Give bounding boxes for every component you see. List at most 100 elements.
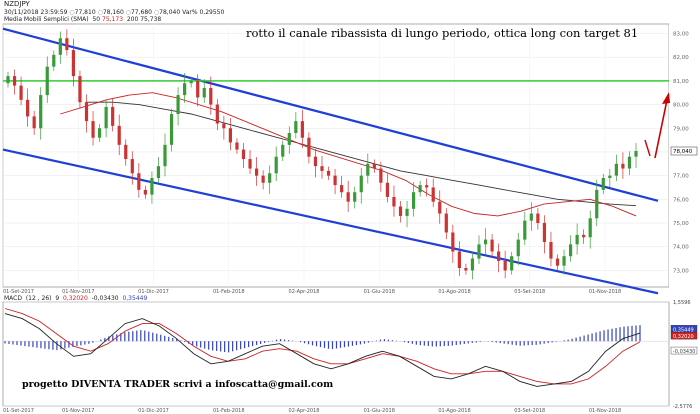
candle-body [84, 102, 89, 122]
candle-body [222, 123, 226, 129]
candle-body [58, 38, 62, 55]
header-var-label: Var% [182, 9, 198, 16]
date-tick-label: 02-Apr-2018 [289, 289, 320, 295]
candle-body [555, 258, 560, 266]
high-marker: ○ [97, 9, 103, 16]
candle-body [510, 256, 514, 271]
date-axis-macd: 01-Set-2017 01-Nov-2017 01-Dic-2017 01-Feb-… [3, 408, 621, 414]
last-price-marker: 78,040 [670, 146, 698, 156]
candle-body [111, 106, 115, 126]
arrow-shaft-up [654, 99, 668, 159]
header-open: 77,810 [74, 9, 96, 16]
macd-header-signal: -0,03430 [91, 295, 119, 302]
macd-tick-label: 0,32020 [673, 334, 694, 340]
candle-body [536, 213, 540, 224]
price-tick-label: 73,00 [673, 268, 689, 274]
date-tick-label: 01-Set-2017 [3, 289, 34, 295]
arrow-head-up [662, 92, 670, 104]
candle-body [235, 142, 239, 150]
macd-name: MACD [4, 295, 22, 302]
macd-params2: 9 [55, 295, 60, 302]
candle-body [418, 185, 422, 193]
candle-body [169, 114, 174, 145]
price-tick-label: 80,00 [673, 103, 689, 109]
candle-body [313, 156, 318, 167]
channel-lower-line [2, 148, 659, 295]
candle-body [549, 241, 553, 259]
candle-body [431, 187, 435, 202]
candle-body [228, 128, 233, 143]
candle-body [634, 150, 638, 157]
channel-upper-line [2, 27, 659, 202]
candle-body [45, 66, 49, 96]
macd-header-macd: 0,32020 [63, 295, 88, 302]
macd-lines [4, 308, 641, 387]
candle-body [444, 213, 448, 233]
candle-body [294, 121, 298, 133]
candle-body [359, 175, 363, 193]
ohlc-header: 30/11/2018 23:59:59 ○77,810 ○78,160 ○77,… [4, 9, 224, 16]
ma200-period: 200 [126, 16, 139, 23]
candle-body [451, 232, 455, 252]
chart-annotation: rotto il canale ribassista di lungo peri… [246, 26, 639, 40]
candle-body [464, 268, 468, 271]
candle-body [71, 50, 76, 77]
candle-body [281, 144, 285, 157]
macd-tick-label: -0,03430 [673, 349, 695, 355]
candle-body [52, 54, 56, 67]
price-tick-label: 74,00 [673, 245, 689, 251]
candle-body [39, 95, 43, 129]
candle-body [91, 121, 95, 138]
candle-body [150, 178, 154, 195]
candle-body [6, 76, 10, 84]
candlesticks [6, 29, 638, 280]
price-tick-label: 81,00 [673, 79, 689, 85]
candle-body [254, 168, 259, 176]
candle-body [438, 201, 442, 214]
date-tick-label: 01-Nov-2017 [62, 289, 94, 295]
macd-header-hist: 0,35449 [122, 295, 148, 302]
candle-body [529, 213, 533, 221]
candle-body [130, 159, 134, 174]
candle-body [398, 206, 403, 216]
macd-tick-label: 1,5596 [673, 300, 691, 306]
candle-body [523, 220, 527, 240]
candle-body [608, 175, 612, 179]
candle-body [503, 260, 507, 271]
last-price-box [670, 146, 698, 156]
macd-date-tick-label: 01-Ago-2018 [438, 408, 470, 414]
macd-main-line [4, 313, 641, 387]
candle-body [477, 244, 481, 259]
candle-body [614, 163, 618, 176]
candle-body [320, 166, 324, 171]
arrow-pullback [644, 139, 651, 157]
candle-body [268, 173, 272, 183]
candle-body [176, 95, 180, 115]
header-low: 77,680 [130, 9, 152, 16]
price-tick-label: 82,00 [673, 55, 689, 61]
candle-body [392, 196, 396, 207]
descending-channel [2, 27, 659, 295]
candle-body [274, 156, 278, 174]
candle-body [601, 178, 605, 190]
macd-tick-label: 0,35449 [673, 327, 694, 333]
macd-date-tick-label: 02-Apr-2018 [289, 408, 320, 414]
candle-body [307, 137, 311, 157]
candle-body [372, 163, 376, 169]
macd-signal-line [4, 308, 641, 385]
candle-body [26, 99, 30, 117]
candle-body [78, 76, 82, 103]
candle-body [12, 76, 17, 86]
header-time: 23:59:59 [40, 9, 68, 16]
header-date: 30/11/2018 [4, 9, 39, 16]
price-tick-label: 75,00 [673, 221, 689, 227]
candle-body [65, 38, 69, 51]
open-marker: ○ [69, 9, 75, 16]
price-panel [2, 23, 670, 288]
candle-body [19, 85, 23, 100]
header-high: 78,160 [102, 9, 124, 16]
candle-body [326, 170, 331, 176]
candle-body [405, 208, 409, 216]
price-tick-label: 79,00 [673, 126, 689, 132]
